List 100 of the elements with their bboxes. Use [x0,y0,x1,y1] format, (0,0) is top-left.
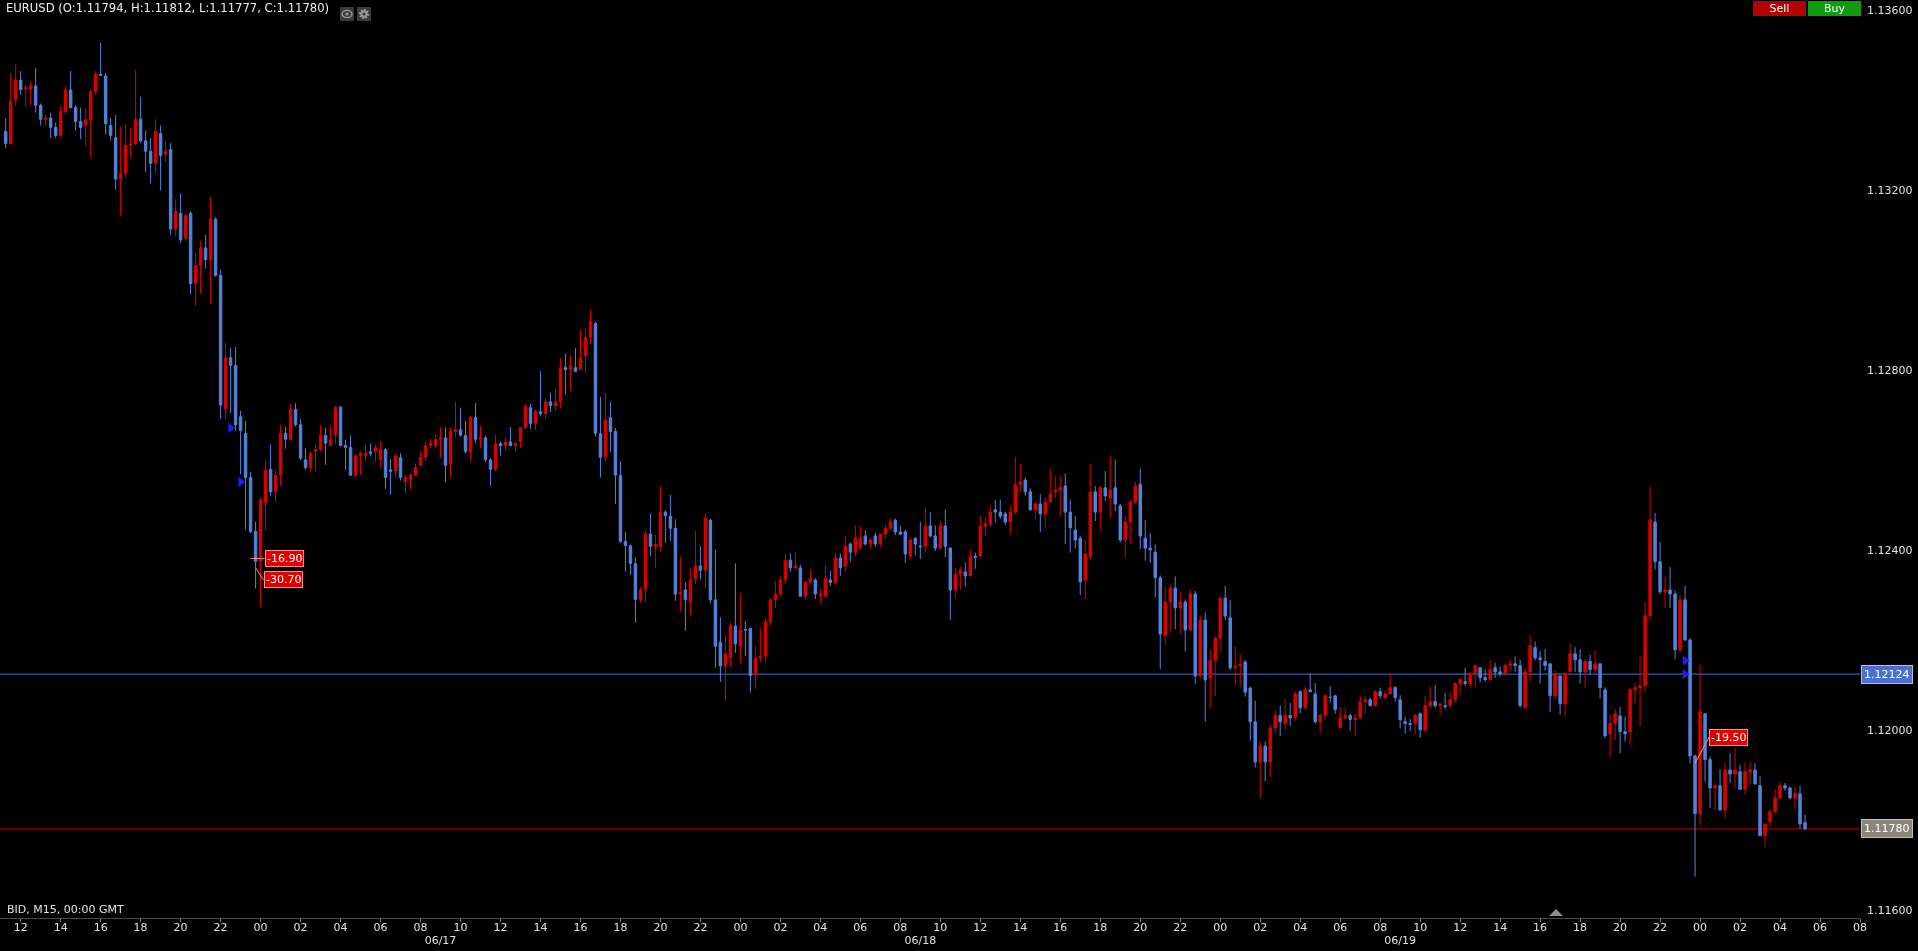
candlestick [1263,740,1267,782]
candlestick [713,548,718,669]
candlestick [908,536,913,560]
candlestick [1178,591,1182,635]
candlestick [583,328,588,374]
candlestick [1758,775,1762,837]
x-tick-label: 12 [1453,921,1468,935]
candlestick [1678,595,1682,653]
candlestick [278,424,283,487]
candlestick [628,544,633,576]
candlestick [1203,611,1207,723]
annotation: BID, M15, 00:00 GMT [7,903,124,916]
candlestick [868,536,873,550]
candlestick [1373,689,1377,707]
x-tick-label: 14 [533,921,548,935]
candlestick [1188,589,1192,631]
candlestick [323,427,328,466]
candlestick [3,117,8,149]
candlestick [153,118,158,175]
candlestick [973,552,978,570]
candlestick [918,521,923,560]
candlestick [273,469,278,503]
candlestick [438,427,443,459]
candlestick [198,240,203,294]
x-tick-label: 04 [333,921,348,935]
x-tick-label: 00 [253,921,268,935]
x-tick-label: 00 [1213,921,1228,935]
candlestick [633,556,638,624]
ref-line-label: 1.12124 [1864,668,1910,681]
candlestick [1103,470,1107,502]
x-tick-label: 16 [1533,921,1548,935]
candlestick [1393,685,1397,703]
candlestick [718,616,723,683]
candlestick [1418,711,1422,739]
x-tick-label: 20 [173,921,188,935]
candlestick [463,420,468,454]
candlestick [763,616,768,664]
candlestick [328,425,333,446]
y-tick-label: 1.12400 [1867,543,1913,557]
candlestick [1568,643,1572,673]
x-tick-label: 06 [1813,921,1828,935]
x-tick-label: 16 [93,921,108,935]
y-tick-label: 1.12800 [1867,363,1913,377]
candlestick [608,401,613,453]
candlestick [1738,764,1742,791]
candlestick [1118,503,1122,544]
x-tick-label: 04 [813,921,828,935]
candlestick [478,425,483,449]
x-tick-label: 08 [1853,921,1867,935]
chart-title: EURUSD (O:1.11794, H:1.11812, L:1.11777, C:1.11780) [6,1,330,16]
candlestick [1488,659,1492,682]
candlestick [313,444,318,472]
candlestick [113,114,118,190]
candlestick [598,396,603,478]
candlestick [158,125,163,191]
candlestick [233,346,238,432]
candlestick [568,355,573,392]
x-tick-label: 02 [773,921,788,935]
x-tick-label: 12 [13,921,28,935]
candlestick [828,570,833,587]
x-tick-label: 04 [1293,921,1308,935]
candlestick [333,405,338,445]
ref-line-label: 1.11780 [1864,822,1910,835]
candlestick [368,443,373,457]
candlestick [548,392,553,413]
candlestick [398,452,403,482]
candlestick [303,447,308,471]
candlestick [1368,697,1372,707]
annotation: -19.50 [1711,731,1747,744]
candlestick [443,427,448,483]
candlestick [268,444,273,497]
candlestick [893,517,898,536]
candlestick [1198,615,1202,680]
candlestick [1563,671,1567,717]
x-tick-label: 16 [573,921,588,935]
candlestick [968,548,973,577]
x-tick-label: 18 [133,921,148,935]
candlestick [948,547,953,621]
candlestick [923,507,928,554]
candlestick [733,562,738,654]
candlestick [1228,599,1232,671]
candlestick [768,598,773,627]
candlestick [1298,689,1302,714]
x-tick-label: 20 [653,921,668,935]
candlestick [778,576,783,598]
candlestick [1183,598,1187,653]
candlestick [348,435,353,477]
x-tick-label: 20 [1613,921,1628,935]
candlestick [688,567,693,616]
candlestick [1098,485,1102,532]
candlestick [1033,501,1038,520]
candlestick [773,580,778,609]
x-tick-label: 08 [893,921,908,935]
candlestick [148,137,153,185]
candlestick [943,508,948,559]
x-tick-label: 14 [53,921,68,935]
candlestick [698,545,703,581]
candlestick [1558,675,1562,716]
candlestick [963,562,968,588]
candlestick [1283,698,1287,731]
